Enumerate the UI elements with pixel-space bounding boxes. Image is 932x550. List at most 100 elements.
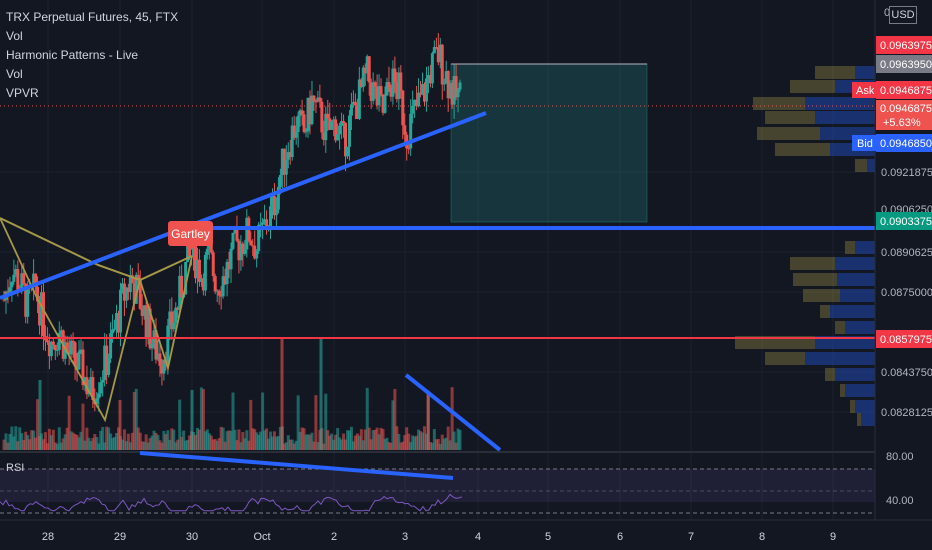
vpvr-row-up [793, 273, 837, 286]
volume-spike [426, 392, 430, 450]
candle-body [89, 377, 93, 393]
currency-button[interactable]: USD [889, 6, 917, 24]
volume-bar [20, 433, 24, 450]
x-tick-label: 7 [688, 531, 694, 543]
volume-bar [316, 442, 320, 450]
candle-body [395, 82, 399, 100]
vpvr-row-up [850, 400, 855, 413]
candle-body [211, 252, 215, 277]
candle-body [440, 44, 444, 85]
legend-symbol[interactable]: TRX Perpetual Futures, 45, FTX [6, 10, 179, 24]
candle-body [261, 222, 265, 225]
candle-body [249, 240, 253, 246]
candle-body [243, 249, 247, 254]
candle-body [85, 377, 89, 395]
volume-bar [306, 434, 310, 450]
candle-body [8, 287, 12, 294]
volume-bar [349, 426, 353, 450]
candle-body [383, 95, 387, 113]
candle-body [154, 330, 158, 360]
rsi-tick-label: 80.00 [886, 451, 914, 463]
candle-body [34, 273, 38, 287]
badge-last-text: 0.0946875 [880, 103, 932, 115]
candle-body [105, 345, 109, 375]
vpvr-row-up [803, 289, 840, 302]
volume-bar [373, 430, 377, 450]
volume-bar [6, 442, 10, 450]
rsi-legend[interactable]: RSI [6, 462, 25, 474]
volume-bar [409, 442, 413, 450]
candle-body [186, 243, 190, 262]
volume-bar [272, 431, 276, 450]
candle-body [379, 86, 383, 95]
candle-body [168, 311, 172, 326]
volume-bar [209, 435, 213, 450]
badge-top-red-text: 0.0963975 [880, 40, 932, 52]
volume-bar [263, 430, 267, 450]
candle-body [59, 330, 63, 333]
volume-bar [217, 438, 221, 450]
volume-bar [213, 439, 217, 450]
candle-body [302, 114, 306, 132]
volume-bar [36, 399, 40, 450]
vpvr-row-up [765, 352, 805, 365]
volume-bar [344, 439, 348, 450]
volume-bar [211, 439, 215, 450]
volume-bar [154, 432, 158, 450]
legend-vol[interactable]: Vol [6, 29, 23, 43]
volume-bar [18, 427, 22, 450]
volume-bar [278, 427, 282, 450]
candle-body [298, 110, 302, 116]
volume-bar [413, 436, 417, 450]
candle-body [24, 283, 28, 317]
x-tick-label: 30 [186, 531, 198, 543]
volume-bar [288, 439, 292, 450]
legend-vpvr[interactable]: VPVR [6, 86, 39, 100]
candle-body [300, 110, 304, 115]
badge-horizontal-red-text: 0.0857975 [880, 334, 932, 346]
candle-body [415, 99, 419, 107]
volume-bar [95, 436, 99, 450]
time-axis[interactable]: 28 29 30 Oct 2 3 4 5 6 7 8 9 [42, 531, 836, 543]
candle-body [424, 78, 428, 102]
candle-body [417, 92, 421, 107]
candle-body [22, 273, 26, 284]
candle-body [174, 307, 178, 323]
volume-bar [346, 430, 349, 450]
candle-body [367, 56, 371, 83]
candle-body [176, 307, 180, 310]
volume-bar [411, 435, 415, 450]
candle-body [144, 305, 148, 340]
volume-bar [174, 442, 178, 450]
gartley-label[interactable]: Gartley [168, 221, 213, 252]
candle-body [215, 290, 219, 292]
volume-bar [89, 441, 93, 450]
volume-spike [190, 390, 194, 450]
candle-body [428, 75, 432, 84]
volume-bar [444, 437, 448, 450]
candle-body [278, 175, 282, 187]
volume-bar [197, 429, 201, 450]
volume-bar [419, 431, 423, 450]
legend-harmonic[interactable]: Harmonic Patterns - Live [6, 48, 139, 62]
volume-bar [239, 442, 243, 450]
volume-bar [417, 429, 421, 450]
legend-vol-2[interactable]: Vol [6, 67, 23, 81]
volume-bar [294, 440, 298, 450]
vpvr-row-up [753, 97, 805, 110]
volume-bar [34, 437, 38, 450]
candle-body [91, 377, 95, 401]
candle-body [308, 97, 312, 125]
volume-bar [77, 437, 81, 450]
vpvr-row-down [837, 273, 875, 286]
candle-body [231, 232, 235, 249]
volume-bar [415, 435, 419, 450]
x-tick-label: 29 [114, 531, 126, 543]
volume-bar [245, 430, 249, 450]
volume-bar [381, 429, 385, 450]
candle-body [172, 322, 176, 330]
volume-bar [4, 433, 8, 450]
candle-body [126, 287, 130, 293]
candle-body [53, 344, 57, 351]
